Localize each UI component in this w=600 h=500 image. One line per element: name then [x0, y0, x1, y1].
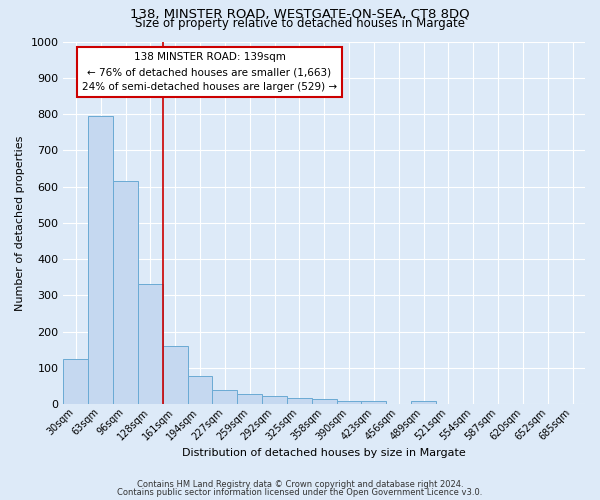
- X-axis label: Distribution of detached houses by size in Margate: Distribution of detached houses by size …: [182, 448, 466, 458]
- Bar: [138, 284, 163, 404]
- Bar: [113, 181, 138, 404]
- Bar: [411, 400, 436, 404]
- Bar: [188, 376, 212, 404]
- Text: 138 MINSTER ROAD: 139sqm
← 76% of detached houses are smaller (1,663)
24% of sem: 138 MINSTER ROAD: 139sqm ← 76% of detach…: [82, 52, 337, 92]
- Y-axis label: Number of detached properties: Number of detached properties: [15, 135, 25, 310]
- Bar: [88, 116, 113, 404]
- Bar: [212, 390, 237, 404]
- Bar: [337, 402, 361, 404]
- Text: Contains public sector information licensed under the Open Government Licence v3: Contains public sector information licen…: [118, 488, 482, 497]
- Bar: [312, 400, 337, 404]
- Text: Size of property relative to detached houses in Margate: Size of property relative to detached ho…: [135, 18, 465, 30]
- Bar: [237, 394, 262, 404]
- Text: Contains HM Land Registry data © Crown copyright and database right 2024.: Contains HM Land Registry data © Crown c…: [137, 480, 463, 489]
- Text: 138, MINSTER ROAD, WESTGATE-ON-SEA, CT8 8DQ: 138, MINSTER ROAD, WESTGATE-ON-SEA, CT8 …: [130, 8, 470, 20]
- Bar: [287, 398, 312, 404]
- Bar: [64, 359, 88, 404]
- Bar: [361, 402, 386, 404]
- Bar: [262, 396, 287, 404]
- Bar: [163, 346, 188, 404]
